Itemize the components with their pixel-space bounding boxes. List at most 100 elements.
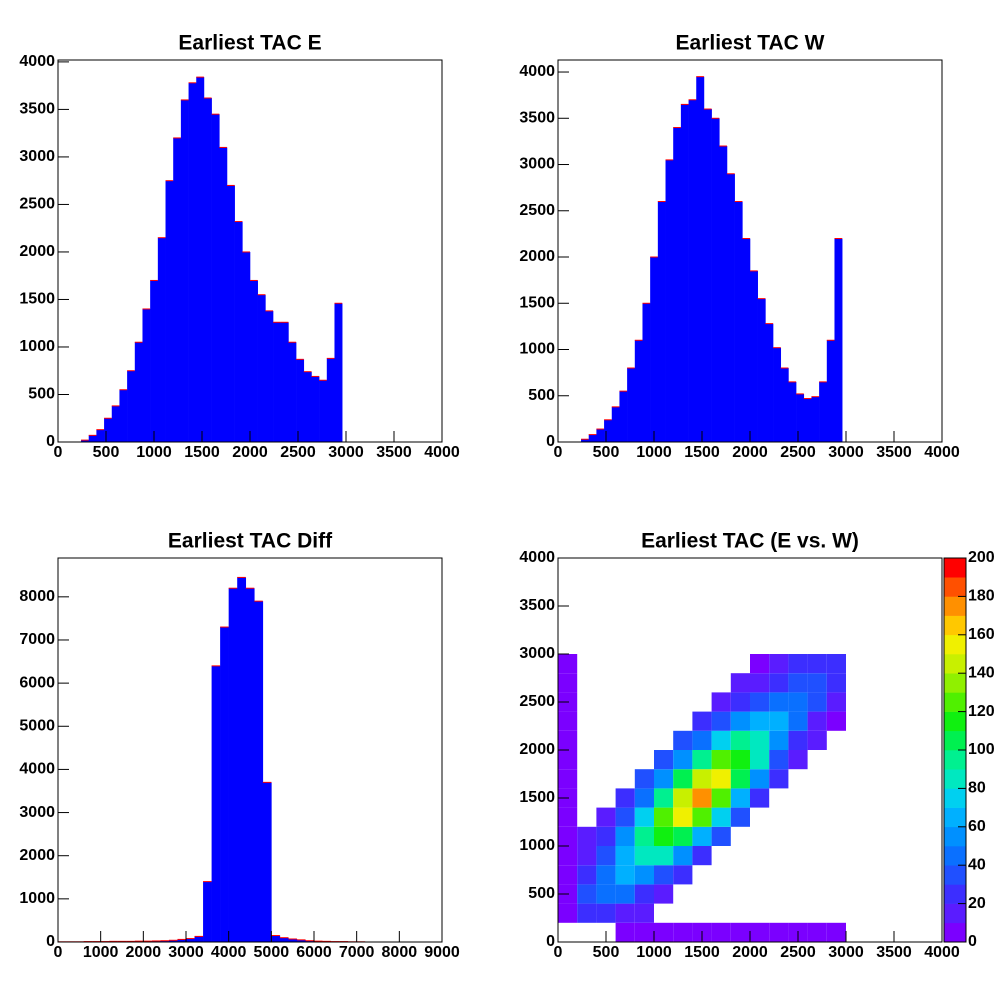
heatmap-cell	[730, 673, 750, 693]
heatmap-cell	[730, 769, 750, 789]
colorbar-swatch	[944, 558, 966, 578]
bar	[160, 940, 170, 942]
colorbar-label: 100	[968, 741, 995, 758]
bar	[673, 127, 682, 443]
x-tick-label: 1500	[184, 444, 220, 461]
x-tick-label: 2500	[780, 444, 816, 461]
heatmap-cell	[826, 922, 846, 942]
heatmap-cell	[596, 846, 616, 866]
bar	[303, 371, 312, 442]
heatmap-cell	[558, 826, 578, 846]
heatmap-cell	[730, 692, 750, 712]
y-tick-label: 2000	[519, 248, 555, 265]
bar	[719, 146, 728, 443]
colorbar-label: 0	[968, 933, 977, 950]
bar	[173, 137, 182, 442]
x-tick-label: 500	[593, 444, 620, 461]
y-tick-label: 3000	[19, 148, 55, 165]
bar	[773, 347, 782, 442]
heatmap-cell	[826, 654, 846, 674]
bar	[796, 393, 805, 442]
bar	[765, 323, 774, 442]
bar	[211, 665, 221, 942]
heatmap-cell	[673, 807, 693, 827]
heatmap-cell	[711, 769, 731, 789]
y-tick-label: 1500	[19, 291, 55, 308]
heatmap-cell	[730, 807, 750, 827]
x-tick-label: 0	[554, 444, 563, 461]
colorbar-swatch	[944, 884, 966, 904]
heatmap-cell	[634, 826, 654, 846]
x-tick-label: 0	[54, 444, 63, 461]
heatmap-cell	[577, 826, 597, 846]
bar	[203, 881, 212, 942]
colorbar-swatch	[944, 807, 966, 828]
bar	[157, 237, 166, 442]
bar	[177, 939, 187, 942]
y-tick-label: 4000	[19, 761, 55, 778]
bar	[588, 434, 597, 442]
heatmap-cell	[692, 807, 712, 827]
bar	[180, 99, 189, 442]
chart-title: Earliest TAC E	[178, 32, 321, 55]
heatmap-cell	[807, 711, 827, 731]
heatmap-cell	[807, 673, 827, 693]
heatmap-cell	[596, 884, 616, 904]
y-tick-label: 3500	[519, 597, 555, 614]
y-tick-label: 0	[546, 933, 555, 950]
x-tick-label: 0	[54, 944, 63, 961]
colorbar-swatch	[944, 673, 966, 693]
heatmap-cell	[596, 865, 616, 885]
heatmap-cell	[654, 788, 674, 808]
heatmap-cell	[769, 692, 789, 712]
heatmap-cell	[673, 769, 693, 789]
heatmap-cell	[634, 922, 654, 942]
y-tick-label: 3000	[19, 804, 55, 821]
bar	[96, 429, 105, 442]
chart-title: Earliest TAC W	[676, 32, 825, 55]
heatmap-cell	[788, 750, 808, 770]
heatmap-cell	[788, 730, 808, 750]
bar	[142, 308, 151, 442]
heatmap-cell	[769, 750, 789, 770]
x-tick-label: 4000	[924, 944, 960, 961]
heatmap-cell	[673, 865, 693, 885]
heatmap-cell	[769, 922, 789, 942]
colorbar-label: 20	[968, 895, 986, 912]
heatmap-cell	[730, 922, 750, 942]
x-tick-label: 7000	[339, 944, 375, 961]
y-tick-label: 7000	[19, 631, 55, 648]
x-tick-label: 3000	[328, 444, 364, 461]
colorbar-swatch	[944, 750, 966, 770]
colorbar-swatch	[944, 615, 966, 636]
y-tick-label: 5000	[19, 717, 55, 734]
heatmap-cell	[807, 692, 827, 712]
colorbar-swatch	[944, 577, 966, 597]
heatmap-cell	[596, 807, 616, 827]
heatmap-cell	[654, 846, 674, 866]
bar	[226, 185, 235, 442]
x-tick-label: 2000	[232, 444, 268, 461]
heatmap-cell	[577, 846, 597, 866]
heatmap-cell	[750, 769, 770, 789]
y-tick-label: 500	[528, 885, 555, 902]
heatmap-cell	[654, 884, 674, 904]
heatmap-cell	[673, 922, 693, 942]
colorbar-label: 80	[968, 780, 986, 797]
frame	[57, 557, 443, 943]
heatmap-cell	[634, 884, 654, 904]
heatmap-cell	[634, 769, 654, 789]
colorbar-label: 140	[968, 664, 995, 681]
bar	[811, 396, 820, 442]
x-tick-label: 500	[593, 944, 620, 961]
bar	[188, 82, 197, 442]
heatmap-cell	[769, 673, 789, 693]
heatmap-cell	[558, 711, 578, 731]
bar	[334, 303, 343, 442]
bar	[634, 340, 643, 442]
x-tick-label: 2500	[780, 944, 816, 961]
bar	[273, 322, 282, 442]
bar	[611, 406, 620, 442]
bar	[650, 257, 659, 442]
heatmap-cell	[654, 826, 674, 846]
